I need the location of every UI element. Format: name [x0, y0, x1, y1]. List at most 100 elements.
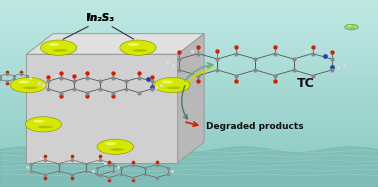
Bar [0, 21, 378, 22]
Point [291, 68, 297, 71]
Ellipse shape [10, 77, 46, 93]
Ellipse shape [128, 43, 139, 46]
Ellipse shape [49, 43, 59, 46]
Bar [0, 67, 378, 68]
Bar [0, 130, 378, 131]
Bar [0, 31, 378, 32]
Bar [0, 87, 378, 88]
Bar [0, 66, 378, 67]
Point [136, 76, 142, 79]
Point [106, 160, 112, 163]
Point [149, 75, 155, 78]
Point [42, 173, 48, 176]
Bar [0, 60, 378, 61]
Bar [0, 78, 378, 79]
Bar [0, 45, 378, 46]
Bar [0, 151, 378, 152]
Polygon shape [26, 34, 204, 54]
Point [97, 173, 103, 176]
Bar [0, 131, 378, 132]
Bar [0, 76, 378, 77]
Point [176, 68, 182, 71]
Bar [0, 79, 378, 80]
Point [0, 78, 3, 81]
Bar [0, 81, 378, 82]
Ellipse shape [154, 77, 190, 93]
Bar [0, 27, 378, 28]
Text: In₂S₃: In₂S₃ [86, 13, 114, 23]
Point [195, 45, 201, 48]
Point [84, 71, 90, 74]
Point [97, 158, 103, 161]
Bar [0, 161, 378, 162]
Point [115, 166, 121, 169]
Bar [0, 59, 378, 60]
Text: TC: TC [297, 77, 314, 90]
Bar [0, 36, 378, 37]
Bar [0, 75, 378, 76]
Bar [0, 1, 378, 2]
Bar [0, 69, 378, 70]
Point [328, 68, 335, 71]
Point [123, 87, 129, 90]
Bar [0, 41, 378, 42]
Bar [0, 139, 378, 140]
Point [118, 166, 124, 169]
Ellipse shape [38, 126, 53, 128]
Bar [0, 0, 378, 1]
Bar [0, 29, 378, 30]
Bar [0, 55, 378, 56]
Bar [0, 62, 378, 63]
Point [97, 87, 103, 90]
Point [130, 176, 136, 179]
Text: In₂S₃: In₂S₃ [86, 13, 114, 23]
Point [153, 163, 160, 166]
Point [136, 91, 142, 94]
Point [57, 71, 64, 74]
Bar [0, 123, 378, 124]
Point [37, 157, 43, 160]
Ellipse shape [34, 120, 44, 123]
Point [149, 87, 155, 90]
Point [158, 84, 164, 87]
Bar [0, 165, 378, 166]
Bar [0, 83, 378, 84]
Point [90, 170, 96, 173]
Bar [0, 164, 378, 165]
Bar [0, 129, 378, 130]
Bar [0, 159, 378, 160]
Point [42, 158, 48, 161]
Bar [0, 22, 378, 23]
Bar [0, 85, 378, 86]
Point [253, 68, 259, 71]
Bar [0, 82, 378, 83]
Bar [0, 16, 378, 17]
Point [118, 173, 124, 176]
Bar [0, 133, 378, 134]
Bar [0, 110, 378, 111]
Bar [0, 132, 378, 133]
Bar [0, 111, 378, 112]
Point [106, 176, 112, 179]
Point [83, 162, 89, 165]
Point [53, 74, 59, 77]
Bar [0, 120, 378, 121]
Bar [0, 176, 378, 177]
Ellipse shape [53, 49, 68, 52]
Bar [0, 46, 378, 47]
Bar [0, 175, 378, 176]
Point [303, 49, 309, 52]
Bar [0, 106, 378, 107]
Point [110, 170, 116, 173]
Bar [0, 11, 378, 12]
Point [0, 74, 3, 77]
Point [97, 155, 103, 158]
Point [328, 66, 335, 69]
Point [4, 80, 10, 83]
Bar [0, 113, 378, 114]
Point [84, 95, 90, 98]
Bar [0, 124, 378, 125]
Point [149, 85, 155, 88]
Point [195, 52, 201, 55]
Point [233, 79, 239, 82]
